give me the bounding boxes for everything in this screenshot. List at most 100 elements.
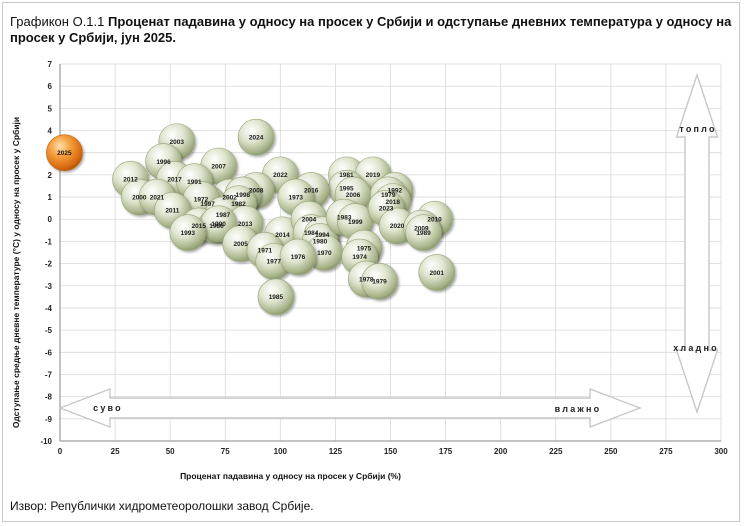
y-tick-label: 6 <box>48 82 53 91</box>
vertical-arrow-shape <box>675 72 719 415</box>
data-point-label: 2000 <box>132 194 147 201</box>
x-tick-label: 100 <box>274 447 288 456</box>
data-point-label: 1997 <box>200 201 215 208</box>
x-tick-label: 175 <box>439 447 453 456</box>
data-point-label: 1992 <box>388 188 403 195</box>
y-tick-label: -1 <box>45 237 53 246</box>
data-point <box>237 118 275 156</box>
warm-label: топло <box>679 124 716 134</box>
x-tick-label: 250 <box>604 447 618 456</box>
chart-title-prefix: Графикон О.1.1 <box>10 14 108 29</box>
cold-label: хладно <box>673 343 719 353</box>
data-point-label: 2007 <box>211 163 226 170</box>
data-point-label: 1980 <box>313 239 328 246</box>
data-point-label: 1989 <box>416 230 431 237</box>
data-point-label: 1999 <box>348 219 363 226</box>
data-point-label: 1986 <box>209 223 224 230</box>
data-point-label: 2008 <box>249 188 264 195</box>
data-points: 2025 2003 2024 1996 2007 2012 2017 1991 2022 1981… <box>46 118 456 316</box>
data-point-label: 1978 <box>359 276 374 283</box>
x-tick-label: 200 <box>494 447 508 456</box>
y-tick-label: -7 <box>45 370 53 379</box>
data-point-label: 1985 <box>269 294 284 301</box>
data-point-label: 1971 <box>258 248 273 255</box>
data-point-label: 2005 <box>233 241 248 248</box>
data-point <box>405 214 442 251</box>
chart-title: Графикон О.1.1 Проценат падавина у однос… <box>10 14 735 46</box>
horizontal-arrow-shape <box>58 387 642 429</box>
dry-label: суво <box>93 403 123 413</box>
data-point-label: 1996 <box>156 159 171 166</box>
x-tick-label: 150 <box>384 447 398 456</box>
data-point-label: 2001 <box>430 270 445 277</box>
data-point-label: 2003 <box>170 139 185 146</box>
y-tick-label: -6 <box>45 348 53 357</box>
data-point-label: 2023 <box>379 205 394 212</box>
data-point-label: 2020 <box>390 223 405 230</box>
data-point-label: 2018 <box>385 199 400 206</box>
data-point-label: 2013 <box>238 221 253 228</box>
y-tick-label: 1 <box>48 193 53 202</box>
data-point <box>361 263 398 300</box>
y-tick-label: -4 <box>45 304 53 313</box>
x-tick-label: 0 <box>58 447 63 456</box>
y-tick-label: 2 <box>48 171 53 180</box>
data-point-label: 1987 <box>216 212 231 219</box>
axes: 0255075100125150175200225250275300765432… <box>40 60 728 456</box>
data-point-label: 2006 <box>346 192 361 199</box>
x-tick-label: 125 <box>329 447 343 456</box>
data-point <box>169 214 207 251</box>
data-point-label: 2004 <box>302 217 317 224</box>
source-note: Извор: Републички хидрометеоролошки заво… <box>10 499 314 513</box>
data-point-label: 2021 <box>150 194 165 201</box>
y-axis-title: Одступање средње дневне температуре (°C)… <box>11 117 21 428</box>
data-point-label: 1994 <box>315 232 330 239</box>
y-tick-label: -8 <box>45 393 53 402</box>
data-point-label: 1976 <box>291 254 306 261</box>
data-point <box>46 134 83 172</box>
data-point-label: 1981 <box>339 172 354 179</box>
data-point-label: 2011 <box>165 208 179 215</box>
data-point-label: 1982 <box>231 201 246 208</box>
data-point-label: 1974 <box>352 254 367 261</box>
data-point-label: 1995 <box>339 185 354 192</box>
x-tick-label: 75 <box>221 447 230 456</box>
y-tick-label: -9 <box>45 415 53 424</box>
x-tick-label: 25 <box>111 447 120 456</box>
y-tick-label: -5 <box>45 326 53 335</box>
data-point-label: 1972 <box>194 197 209 204</box>
data-point-label: 2014 <box>275 232 290 239</box>
y-tick-label: -10 <box>40 437 52 446</box>
data-point-label: 2025 <box>57 150 72 157</box>
data-point-label: 1970 <box>317 250 332 257</box>
data-point-label: 1979 <box>372 279 387 286</box>
data-point-label: 2012 <box>123 177 138 184</box>
x-tick-label: 300 <box>714 447 728 456</box>
chart-title-main: Проценат падавина у односу на просек у С… <box>10 14 732 45</box>
data-point-label: 2017 <box>167 177 182 184</box>
data-point-label: 2010 <box>427 217 442 224</box>
data-point-label: 1975 <box>357 245 372 252</box>
data-point-label: 1984 <box>304 230 319 237</box>
y-tick-label: 5 <box>48 104 53 113</box>
grid-lines <box>60 63 722 441</box>
data-point-label: 2002 <box>222 194 237 201</box>
y-tick-label: 0 <box>48 215 53 224</box>
x-axis-title: Проценат падавина у односу на просек у С… <box>180 471 401 481</box>
data-point-label: 2009 <box>414 225 429 232</box>
wet-label: влажно <box>555 404 602 414</box>
data-point <box>257 278 295 316</box>
direction-arrows: топло хладно суво влажно <box>58 72 719 429</box>
data-point-label: 2022 <box>273 172 288 179</box>
y-tick-label: -3 <box>45 282 53 291</box>
data-point-label: 2015 <box>192 223 207 230</box>
axis-titles: Проценат падавина у односу на просек у С… <box>11 117 401 481</box>
data-point-label: 1977 <box>266 259 281 266</box>
data-point-label: 1993 <box>181 230 196 237</box>
y-tick-label: 4 <box>48 127 53 136</box>
data-point-label: 1998 <box>236 192 251 199</box>
data-point-label: 2016 <box>304 188 319 195</box>
data-point-label: 1979 <box>381 192 396 199</box>
data-point <box>279 238 317 276</box>
y-tick-label: 7 <box>48 60 53 69</box>
